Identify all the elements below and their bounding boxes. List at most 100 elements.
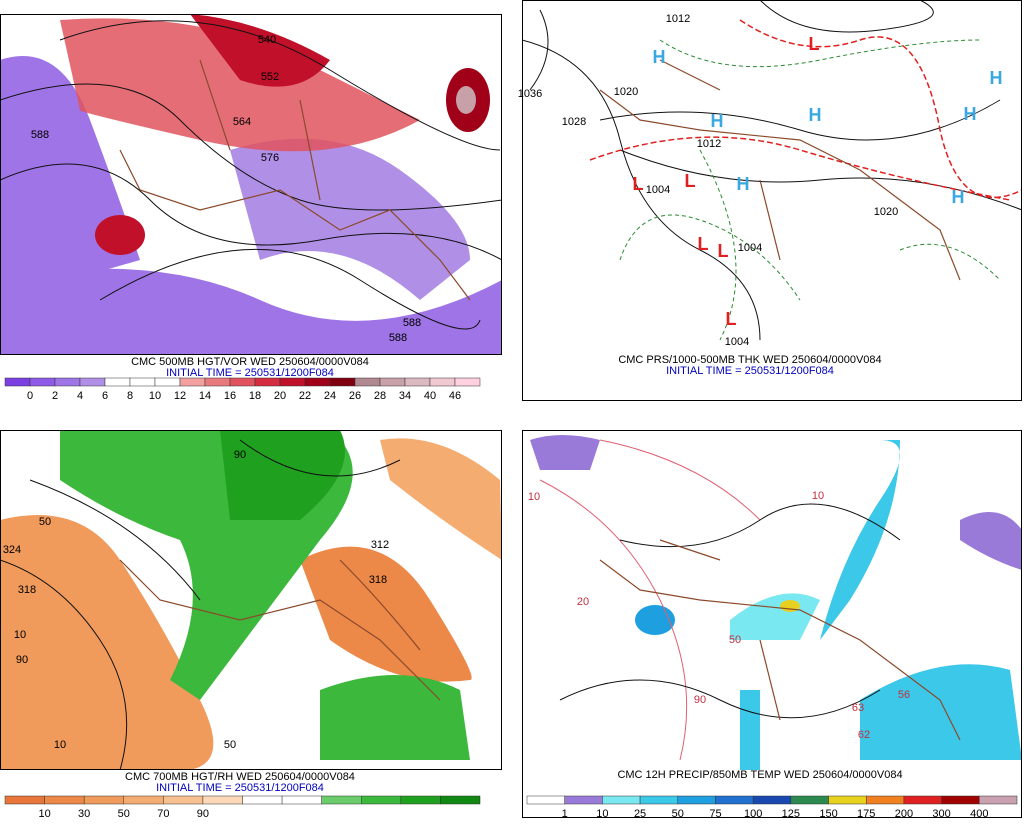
scale-swatch — [790, 795, 829, 805]
low-center: L — [726, 309, 737, 329]
scale-swatch — [4, 377, 31, 387]
contour-label: 10 — [54, 739, 66, 751]
contour-label: 50 — [224, 739, 236, 751]
scale-swatch — [123, 795, 164, 805]
scale-swatch — [179, 377, 206, 387]
scale-label: 100 — [744, 808, 762, 819]
initial-time: INITIAL TIME = 250531/1200F084 — [156, 782, 324, 794]
high-center: H — [809, 105, 822, 125]
scale-swatch — [329, 377, 356, 387]
scale-swatch — [281, 795, 322, 805]
scale-swatch — [4, 795, 45, 805]
scale-label: 6 — [102, 390, 108, 402]
scale-label: 0 — [27, 390, 33, 402]
contour-label: 312 — [371, 539, 389, 551]
contour-label: 56 — [898, 689, 910, 701]
contour-label: 588 — [31, 129, 49, 141]
contour-label: 564 — [233, 116, 251, 128]
contour-label: 90 — [694, 694, 706, 706]
initial-time: INITIAL TIME = 250531/1200F084 — [666, 365, 834, 377]
contour-label: 318 — [18, 584, 36, 596]
map-title: CMC PRS/1000-500MB THK WED 250604/0000V0… — [618, 354, 881, 366]
contour-label: 1004 — [725, 336, 749, 348]
scale-swatch — [202, 795, 243, 805]
scale-label: 22 — [299, 390, 311, 402]
scale-swatch — [104, 377, 131, 387]
scale-label: 400 — [970, 808, 988, 819]
contour-label: 1004 — [738, 242, 762, 254]
contour-label: 1012 — [666, 13, 690, 25]
low-center: L — [633, 174, 644, 194]
scale-label: 10 — [38, 808, 50, 819]
low-center: L — [698, 234, 709, 254]
contour-label: 318 — [369, 574, 387, 586]
scale-label: 34 — [399, 390, 411, 402]
low-center: L — [685, 171, 696, 191]
scale-swatch — [321, 795, 362, 805]
scale-swatch — [279, 377, 306, 387]
contour-label: 1004 — [646, 184, 670, 196]
scale-swatch — [639, 795, 679, 805]
scale-swatch — [526, 795, 565, 805]
contour-label: 552 — [261, 71, 279, 83]
scale-label: 30 — [78, 808, 90, 819]
scale-swatch — [941, 795, 980, 805]
contour-label: 90 — [16, 654, 28, 666]
scale-label: 125 — [782, 808, 800, 819]
contour-label: 90 — [234, 449, 246, 461]
scale-swatch — [715, 795, 754, 805]
scale-swatch — [677, 795, 716, 805]
scale-label: 46 — [449, 390, 461, 402]
contour-label: 324 — [3, 544, 21, 556]
contour-label: 10 — [528, 491, 540, 503]
scale-swatch — [903, 795, 942, 805]
scale-swatch — [79, 377, 106, 387]
scale-swatch — [29, 377, 56, 387]
low-center: L — [809, 34, 820, 54]
scale-label: 10 — [149, 390, 161, 402]
scale-label: 20 — [274, 390, 286, 402]
scale-swatch — [129, 377, 156, 387]
contour-label: 62 — [858, 729, 870, 741]
high-center: H — [737, 174, 750, 194]
scale-swatch — [242, 795, 283, 805]
scale-label: 18 — [249, 390, 261, 402]
scale-swatch — [154, 377, 181, 387]
scale-label: 175 — [857, 808, 875, 819]
scale-swatch — [400, 795, 441, 805]
scale-swatch — [429, 377, 456, 387]
scale-label: 8 — [127, 390, 133, 402]
humidity-map — [0, 430, 502, 770]
high-center: H — [964, 104, 977, 124]
map-title: CMC 700MB HGT/RH WED 250604/0000V084 — [125, 771, 355, 783]
vorticity-map — [0, 14, 502, 355]
scale-label: 75 — [709, 808, 721, 819]
contour-label: 1012 — [697, 138, 721, 150]
pressure-map — [522, 0, 1022, 355]
scale-swatch — [564, 795, 603, 805]
contour-label: 540 — [258, 34, 276, 46]
scale-label: 12 — [174, 390, 186, 402]
scale-swatch — [602, 795, 641, 805]
scale-label: 2 — [52, 390, 58, 402]
high-center: H — [990, 68, 1003, 88]
scale-label: 26 — [349, 390, 361, 402]
scale-label: 300 — [932, 808, 950, 819]
contour-label: 588 — [403, 317, 421, 329]
contour-label: 1020 — [614, 86, 638, 98]
scale-swatch — [54, 377, 81, 387]
contour-label: 50 — [39, 516, 51, 528]
contour-label: 1028 — [562, 116, 586, 128]
precip-map — [522, 430, 1022, 775]
scale-label: 70 — [157, 808, 169, 819]
map-title: CMC 12H PRECIP/850MB TEMP WED 250604/000… — [617, 769, 902, 781]
scale-swatch — [404, 377, 431, 387]
scale-label: 4 — [77, 390, 83, 402]
scale-label: 28 — [374, 390, 386, 402]
scale-swatch — [979, 795, 1018, 805]
scale-swatch — [229, 377, 256, 387]
high-center: H — [711, 111, 724, 131]
contour-label: 576 — [261, 152, 279, 164]
